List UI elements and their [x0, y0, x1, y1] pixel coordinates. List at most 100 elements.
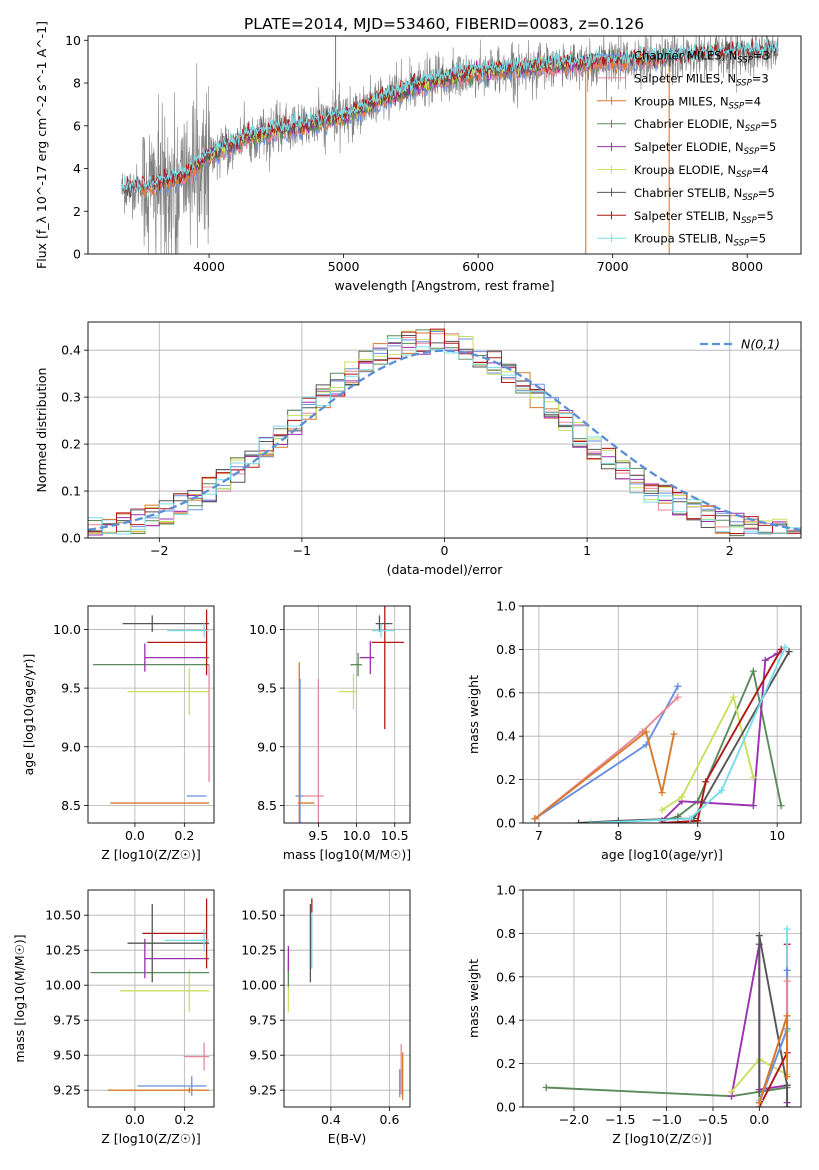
- x-tick-label: 4000: [193, 259, 225, 274]
- y-tick-label: 9.5: [61, 681, 81, 696]
- legend-label-sub: SSP: [737, 56, 753, 66]
- y-tick-label: 9.50: [53, 1048, 81, 1063]
- plot-area: [88, 328, 801, 537]
- y-axis-label: Flux [f_λ 10^-17 erg cm^-2 s^-1 A^-1]: [34, 21, 49, 269]
- y-tick-label: 0.6: [496, 685, 516, 700]
- legend-label-sub: SSP: [741, 216, 757, 226]
- x-tick-label: 7: [535, 828, 543, 843]
- panel-spectrum: 4000 5000 6000 7000 8000 0 2 4 6 8 10 wavelength [A…: [34, 21, 802, 293]
- y-tick-label: 10.50: [45, 908, 81, 923]
- plot-area: [287, 898, 404, 1100]
- series-marker: [728, 1088, 735, 1096]
- histogram-kroupa-stelib: [88, 337, 801, 535]
- axes-frame: [522, 605, 802, 824]
- y-tick-label: 9.0: [257, 739, 277, 754]
- series-marker: [749, 802, 757, 810]
- legend-label-name: Salpeter ELODIE, N: [634, 140, 744, 154]
- y-axis-label: mass weight: [466, 959, 481, 1038]
- panel-mass-vs-ebv: 0.4 0.6 9.25 9.50 9.75 10.00 10.25 10.50 E(B-V): [241, 889, 411, 1146]
- x-axis-label: mass [log10(M/M☉)]: [283, 847, 411, 862]
- legend-label-n: =5: [758, 186, 775, 200]
- y-tick-label: 0.6: [496, 969, 516, 984]
- legend-label-n: =5: [759, 140, 776, 154]
- y-tick-label: 9.50: [249, 1048, 277, 1063]
- x-tick-label: −2.0: [559, 1112, 589, 1127]
- y-tick-label: 10.00: [45, 978, 81, 993]
- series-marker: [674, 693, 682, 701]
- plot-area: [531, 643, 793, 823]
- series-line-chabrier-stelib: [758, 935, 789, 1107]
- legend-label: Chabrier ELODIE, NSSP=5: [634, 117, 777, 134]
- legend-label-sub: SSP: [736, 170, 752, 180]
- x-axis-label: age [log10(age/yr)]: [601, 847, 723, 862]
- plot-area: [542, 925, 791, 1107]
- legend-label-name: Kroupa MILES, N: [634, 94, 729, 108]
- series-marker: [642, 728, 650, 736]
- gaussian-curve: [88, 349, 801, 531]
- legend-label-name: Chabrier ELODIE, N: [634, 117, 745, 131]
- panel-mass-vs-z: 0.0 0.2 9.25 9.50 9.75 10.00 10.25 10.50 Z [log1…: [12, 889, 215, 1146]
- legend-gauss-label: N(0,1): [741, 337, 780, 352]
- y-tick-label: 4: [73, 161, 81, 176]
- x-axis-label: (data-model)/error: [387, 562, 504, 577]
- series-line-chabrier-miles: [758, 970, 789, 1104]
- y-tick-label: 10.00: [241, 978, 277, 993]
- model-spectrum-chabrier-elodie: [195, 52, 586, 173]
- legend-label-sub: SSP: [734, 239, 750, 249]
- series-line-salpeter-elodie: [661, 652, 778, 822]
- y-tick-label: 9.75: [249, 1013, 277, 1028]
- x-tick-label: 0: [441, 543, 449, 558]
- plot-area: [295, 606, 404, 823]
- legend-label: Salpeter ELODIE, NSSP=5: [634, 140, 776, 157]
- y-tick-label: 10.0: [53, 622, 81, 637]
- series-marker: [777, 802, 785, 810]
- x-tick-label: 2: [726, 543, 734, 558]
- series-marker: [542, 1083, 550, 1091]
- series-marker: [781, 643, 789, 651]
- y-tick-label: 0.0: [496, 816, 516, 831]
- axes-frame: [87, 889, 215, 1108]
- x-tick-label: 0.0: [125, 1112, 145, 1127]
- x-tick-label: 7000: [597, 259, 629, 274]
- y-tick-label: 0: [73, 247, 81, 262]
- series-line-chabrier-elodie: [546, 1086, 788, 1098]
- axes-frame: [283, 605, 411, 824]
- y-tick-label: 0.8: [496, 926, 516, 941]
- series-marker: [702, 778, 710, 786]
- x-axis-label: wavelength [Angstrom, rest frame]: [334, 278, 554, 293]
- y-tick-label: 10.0: [249, 622, 277, 637]
- axes-frame: [87, 605, 215, 824]
- y-tick-label: 0.0: [61, 531, 81, 546]
- legend-label-sub: SSP: [729, 101, 745, 111]
- x-tick-label: 0.2: [174, 828, 194, 843]
- y-tick-label: 9.25: [53, 1083, 81, 1098]
- axes-frame: [87, 35, 802, 255]
- legend-label: Chabrier MILES, NSSP=3: [634, 49, 770, 66]
- legend-label-sub: SSP: [744, 147, 760, 157]
- series-marker: [686, 815, 694, 823]
- series-marker: [783, 1012, 791, 1020]
- x-tick-label: −1: [293, 543, 311, 558]
- legend-label-n: =4: [744, 94, 761, 108]
- plot-area: [90, 898, 210, 1096]
- y-tick-label: 1.0: [496, 599, 516, 614]
- legend-label: Salpeter STELIB, NSSP=5: [634, 209, 774, 226]
- y-tick-label: 0.8: [496, 642, 516, 657]
- x-tick-label: 6000: [462, 259, 494, 274]
- y-tick-label: 0.4: [496, 1013, 516, 1028]
- y-tick-label: 10: [65, 33, 81, 48]
- legend-label-name: Salpeter STELIB, N: [634, 209, 741, 223]
- legend-label-n: =5: [760, 117, 777, 131]
- legend-label: Kroupa STELIB, NSSP=5: [634, 232, 766, 249]
- plot-area: [121, 36, 779, 254]
- axes-frame: [522, 889, 802, 1108]
- y-tick-label: 8.5: [61, 798, 81, 813]
- series-marker: [531, 815, 539, 823]
- panel-age-vs-mass: 9.5 10.0 10.5 8.5 9.0 9.5 10.0 mass [log10(M/M☉…: [249, 605, 411, 862]
- x-tick-label: 8: [614, 828, 622, 843]
- legend-label-sub: SSP: [742, 193, 758, 203]
- series-line-chabrier-miles: [534, 685, 679, 820]
- panel-residuals: −2 −1 0 1 2 0.0 0.1 0.2 0.3 0.4 (data-model)/error…: [34, 321, 802, 577]
- model-spectrum-kroupa-stelib: [121, 38, 779, 194]
- y-axis-label: mass [log10(M/M☉)]: [12, 934, 27, 1062]
